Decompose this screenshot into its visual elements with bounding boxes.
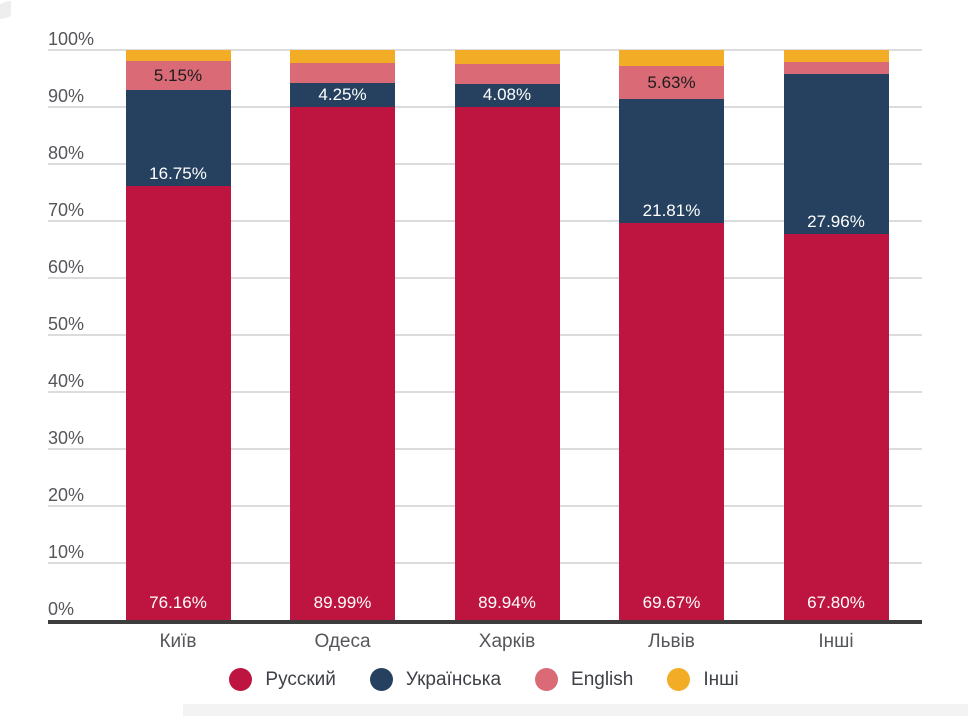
page-footer-strip [183,704,968,716]
y-tick-label: 0% [48,599,75,619]
x-axis-label: Київ [159,631,197,652]
bar-segment[interactable] [454,63,560,85]
bar-value-label: 27.96% [807,211,865,231]
bar-segment[interactable]: 89.94% [454,107,560,620]
legend-swatch-icon [229,667,253,691]
bar-segment[interactable] [454,50,560,64]
bar-segment[interactable] [619,50,724,67]
x-axis-label: Інші [818,631,854,652]
legend-swatch-icon [535,667,559,691]
bar-value-label: 89.99% [313,592,372,612]
bar-segment[interactable] [125,50,231,62]
y-tick-label: 100% [48,29,95,49]
bar-value-label: 21.81% [642,200,701,220]
bar-segment[interactable]: 4.25% [290,82,395,108]
bar-segment[interactable]: 27.96% [783,74,889,234]
y-tick-label: 60% [48,257,85,277]
legend-swatch-icon [369,667,393,691]
bar-value-label: 67.80% [807,592,865,612]
legend-label: Русский [265,668,336,690]
legend: Русский Українська English Інші [0,662,968,696]
bar-value-label: 5.15% [153,65,203,85]
y-tick-label: 30% [48,428,85,448]
x-axis-label: Львів [648,631,695,652]
legend-label: Інші [703,668,739,690]
bar-value-label: 4.25% [318,85,367,105]
legend-item[interactable]: Українська [369,667,502,691]
x-axis-label: Харків [478,631,536,652]
corner-artifact [0,0,11,20]
bar-segment[interactable]: 21.81% [619,98,724,223]
y-tick-label: 10% [48,542,85,562]
bar-segment[interactable]: 16.75% [125,90,231,186]
bar-segment[interactable]: 4.08% [454,84,560,108]
bar-segment[interactable]: 5.15% [125,61,231,91]
legend-label: Українська [405,668,502,690]
bar-segment[interactable]: 89.99% [290,107,395,620]
bar-segment[interactable] [783,62,889,75]
bar-segment[interactable] [783,50,889,63]
legend-swatch-icon [667,667,691,691]
bar-segment[interactable] [290,50,395,64]
bar-value-label: 76.16% [149,592,207,612]
legend-item[interactable]: Русский [229,667,336,691]
x-axis-label: Одеса [314,631,371,652]
legend-item[interactable]: English [535,667,634,691]
y-tick-label: 90% [48,86,85,106]
y-tick-label: 70% [48,200,85,220]
bar-segment[interactable]: 67.80% [783,233,889,620]
y-tick-label: 40% [48,371,85,391]
bar-value-label: 69.67% [642,592,701,612]
bar-segment[interactable]: 5.63% [619,66,724,99]
y-tick-label: 80% [48,143,85,163]
bar-value-label: 5.63% [647,72,696,92]
y-tick-label: 50% [48,314,85,334]
bar-value-label: 89.94% [478,592,536,612]
bar-value-label: 4.08% [482,85,532,105]
legend-label: English [571,668,634,690]
legend-item[interactable]: Інші [667,667,739,691]
bar-segment[interactable]: 69.67% [619,222,724,620]
bar-segment[interactable] [290,63,395,83]
bar-value-label: 16.75% [149,163,207,183]
y-tick-label: 20% [48,485,85,505]
x-axis-line [48,620,922,624]
bar-segment[interactable]: 76.16% [125,185,231,620]
